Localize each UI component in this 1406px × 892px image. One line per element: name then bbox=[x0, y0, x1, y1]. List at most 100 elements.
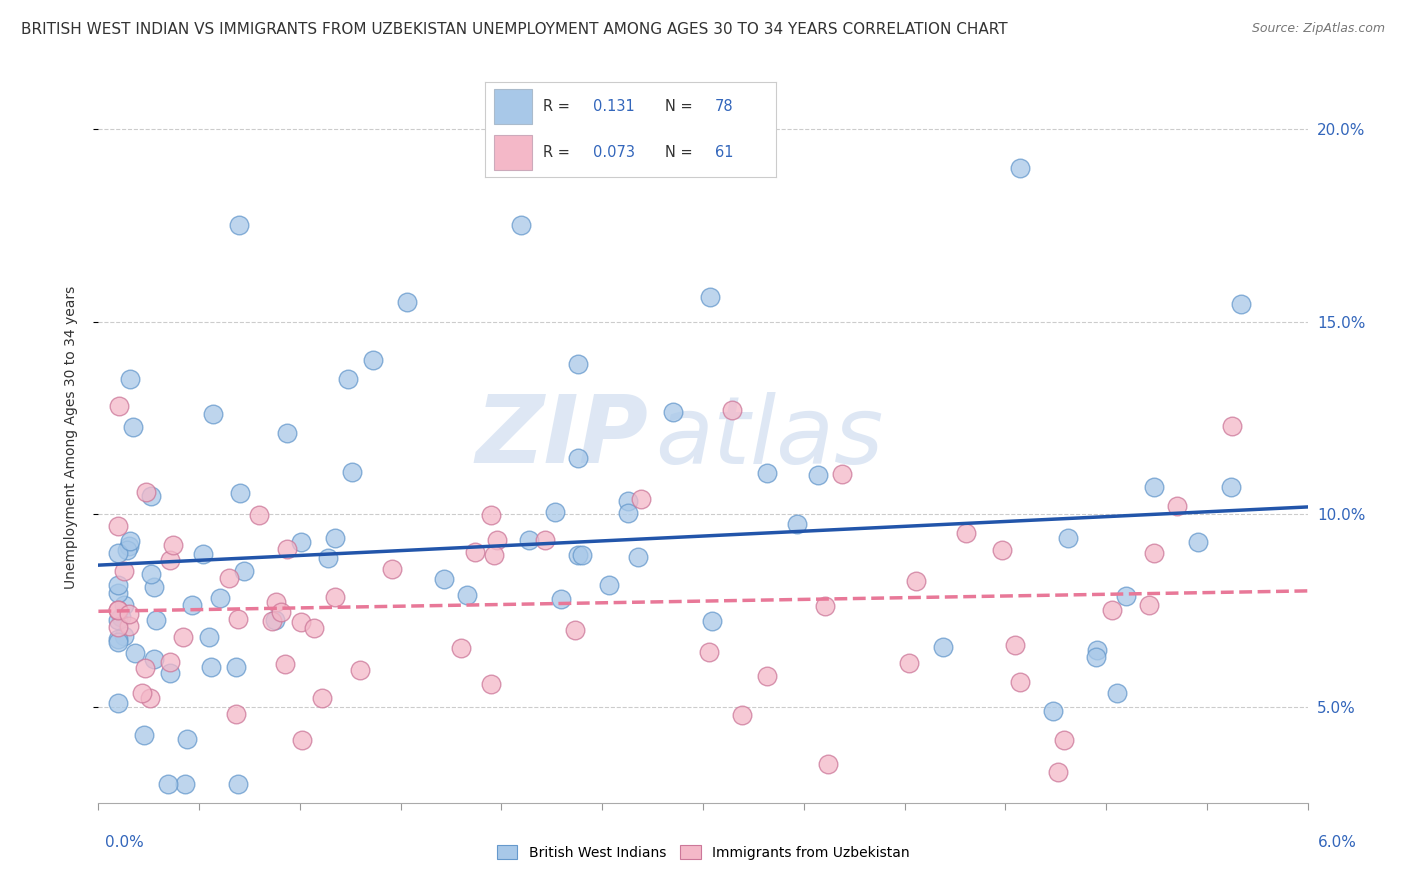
Point bbox=[1042, 704, 1064, 718]
Point bbox=[699, 290, 721, 304]
Point bbox=[567, 549, 589, 563]
Point bbox=[571, 548, 593, 562]
Point bbox=[755, 669, 778, 683]
Point bbox=[1115, 589, 1137, 603]
Point bbox=[340, 465, 363, 479]
Point bbox=[311, 691, 333, 706]
Point bbox=[482, 548, 505, 562]
Point bbox=[134, 728, 156, 742]
Point bbox=[118, 539, 141, 553]
Point bbox=[479, 508, 502, 523]
Point bbox=[226, 776, 249, 790]
Text: atlas: atlas bbox=[655, 392, 883, 483]
Point bbox=[162, 538, 184, 552]
Point bbox=[218, 570, 240, 584]
Point bbox=[991, 542, 1014, 557]
Point bbox=[159, 665, 181, 680]
Point bbox=[1047, 764, 1070, 779]
Text: 6.0%: 6.0% bbox=[1317, 836, 1357, 850]
Point bbox=[699, 645, 721, 659]
Text: Source: ZipAtlas.com: Source: ZipAtlas.com bbox=[1251, 22, 1385, 36]
Point bbox=[141, 489, 163, 503]
Text: ZIP: ZIP bbox=[475, 391, 648, 483]
Point bbox=[325, 590, 347, 604]
Point bbox=[564, 623, 586, 637]
Point bbox=[1085, 650, 1108, 665]
Legend: British West Indians, Immigrants from Uzbekistan: British West Indians, Immigrants from Uz… bbox=[491, 839, 915, 865]
Point bbox=[932, 640, 955, 655]
Point bbox=[567, 357, 589, 371]
Point bbox=[108, 399, 131, 413]
Point bbox=[517, 533, 540, 548]
Point bbox=[786, 517, 808, 532]
Point bbox=[172, 630, 194, 644]
Point bbox=[225, 659, 247, 673]
Point bbox=[433, 572, 456, 586]
Point bbox=[134, 661, 156, 675]
Point bbox=[208, 591, 231, 605]
Point bbox=[509, 219, 531, 233]
Point bbox=[118, 618, 141, 632]
Point bbox=[1143, 545, 1166, 559]
Point bbox=[110, 610, 132, 624]
Point bbox=[534, 533, 557, 548]
Point bbox=[201, 407, 224, 421]
Point bbox=[228, 219, 250, 233]
Point bbox=[336, 372, 359, 386]
Point bbox=[174, 776, 197, 790]
Point bbox=[617, 506, 640, 520]
Point bbox=[1220, 419, 1243, 434]
Point bbox=[232, 564, 254, 578]
Point bbox=[349, 663, 371, 677]
Point bbox=[598, 578, 620, 592]
Point bbox=[141, 566, 163, 581]
Point bbox=[662, 405, 685, 419]
Point bbox=[1008, 161, 1031, 175]
Point bbox=[139, 691, 162, 706]
Point bbox=[249, 508, 271, 522]
Point bbox=[831, 467, 853, 482]
Point bbox=[755, 466, 778, 480]
Point bbox=[904, 574, 927, 588]
Point bbox=[807, 468, 830, 483]
Point bbox=[131, 686, 153, 700]
Point bbox=[118, 534, 141, 549]
Point bbox=[617, 493, 640, 508]
Point bbox=[228, 486, 250, 500]
Point bbox=[450, 641, 472, 656]
Point bbox=[361, 353, 384, 368]
Point bbox=[1057, 531, 1080, 545]
Point bbox=[107, 613, 129, 627]
Point bbox=[118, 372, 141, 386]
Point bbox=[193, 547, 215, 561]
Point bbox=[316, 550, 339, 565]
Point bbox=[464, 545, 486, 559]
Point bbox=[1143, 480, 1166, 494]
Point bbox=[176, 731, 198, 746]
Point bbox=[228, 612, 250, 626]
Point bbox=[1230, 296, 1253, 310]
Point bbox=[720, 403, 742, 417]
Point bbox=[107, 586, 129, 600]
Point bbox=[814, 599, 837, 614]
Point bbox=[145, 613, 167, 627]
Point bbox=[302, 621, 325, 635]
Point bbox=[1052, 733, 1074, 747]
Point bbox=[898, 656, 921, 670]
Point bbox=[159, 553, 181, 567]
Point bbox=[107, 546, 129, 560]
Point bbox=[1085, 642, 1108, 657]
Point bbox=[291, 733, 314, 747]
Point bbox=[481, 677, 503, 691]
Point bbox=[107, 518, 129, 533]
Point bbox=[1101, 603, 1123, 617]
Y-axis label: Unemployment Among Ages 30 to 34 years: Unemployment Among Ages 30 to 34 years bbox=[63, 285, 77, 589]
Point bbox=[1219, 480, 1241, 494]
Point bbox=[115, 542, 138, 557]
Point bbox=[114, 598, 136, 612]
Point bbox=[121, 419, 143, 434]
Point bbox=[1137, 598, 1160, 612]
Text: BRITISH WEST INDIAN VS IMMIGRANTS FROM UZBEKISTAN UNEMPLOYMENT AMONG AGES 30 TO : BRITISH WEST INDIAN VS IMMIGRANTS FROM U… bbox=[21, 22, 1008, 37]
Point bbox=[456, 589, 478, 603]
Point bbox=[276, 425, 298, 440]
